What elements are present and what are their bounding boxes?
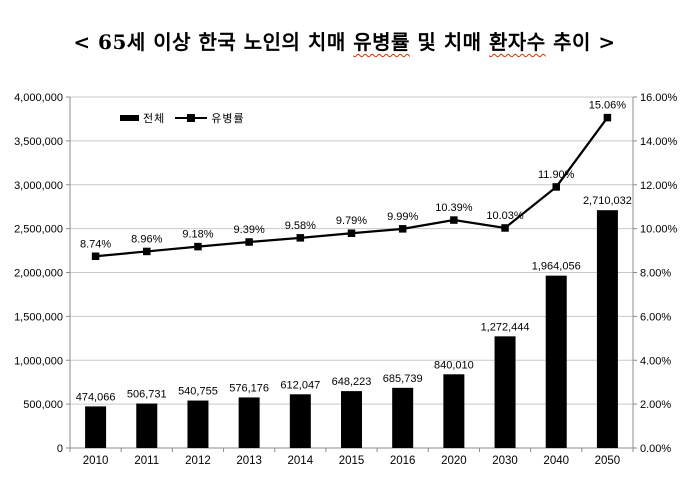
x-axis-category-label: 2030 bbox=[492, 455, 518, 467]
line-marker-2011 bbox=[143, 247, 151, 256]
bar-value-label: 474,066 bbox=[76, 391, 116, 403]
line-value-label: 10.39% bbox=[435, 202, 473, 214]
line-value-label: 15.06% bbox=[589, 100, 627, 112]
right-axis-tick-label: 6.00% bbox=[640, 311, 671, 323]
bar-2050 bbox=[596, 210, 618, 448]
x-axis-category-label: 2013 bbox=[236, 455, 262, 467]
bar-value-label: 1,964,056 bbox=[532, 261, 581, 273]
bar-2015 bbox=[341, 391, 362, 448]
x-axis-category-label: 2016 bbox=[390, 455, 416, 467]
right-axis-tick-label: 4.00% bbox=[640, 355, 671, 367]
line-marker-2014 bbox=[296, 234, 305, 242]
chart-title: < 65세 이상 한국 노인의 치매 유병률 및 치매 환자수 추이 > bbox=[0, 26, 689, 55]
bar-2011 bbox=[136, 403, 158, 448]
right-axis-tick-label: 2.00% bbox=[640, 399, 671, 411]
left-axis-tick-label: 1,500,000 bbox=[14, 311, 63, 323]
bar-2020 bbox=[443, 374, 465, 448]
right-axis-tick-label: 12.00% bbox=[640, 180, 678, 192]
left-axis-tick-label: 500,000 bbox=[23, 399, 63, 411]
bar-value-label: 576,176 bbox=[229, 382, 269, 394]
bar-value-label: 1,272,444 bbox=[481, 321, 530, 333]
legend-label-total: 전체 bbox=[143, 113, 166, 125]
line-value-label: 8.74% bbox=[80, 238, 111, 250]
bar-value-label: 2,710,032 bbox=[583, 195, 632, 207]
line-marker-swatch-icon bbox=[175, 114, 208, 123]
x-axis-category-label: 2050 bbox=[595, 455, 621, 467]
bar-value-label: 612,047 bbox=[280, 379, 320, 391]
bar-value-label: 648,223 bbox=[332, 376, 372, 388]
line-value-label: 10.03% bbox=[486, 210, 524, 222]
line-marker-2015 bbox=[347, 229, 356, 237]
bar-value-label: 540,755 bbox=[178, 386, 218, 398]
line-value-label: 9.79% bbox=[336, 215, 367, 227]
bar-2040 bbox=[545, 275, 567, 448]
left-axis-tick-label: 2,000,000 bbox=[14, 268, 63, 280]
line-value-label: 8.96% bbox=[131, 233, 162, 245]
line-marker-2050 bbox=[603, 113, 612, 122]
bar-2014 bbox=[289, 394, 311, 448]
chart-legend: 전체 유병률 bbox=[120, 110, 245, 126]
line-value-label: 9.39% bbox=[234, 224, 265, 236]
line-marker-2010 bbox=[91, 252, 100, 261]
bar-2010 bbox=[85, 406, 107, 448]
x-axis-category-label: 2010 bbox=[83, 455, 109, 467]
bar-swatch-icon bbox=[120, 115, 139, 121]
line-value-label: 9.58% bbox=[285, 220, 316, 232]
line-value-label: 9.99% bbox=[387, 211, 418, 223]
right-axis-tick-label: 0.00% bbox=[640, 443, 671, 455]
bar-value-label: 506,731 bbox=[127, 389, 167, 401]
left-axis-tick-label: 1,000,000 bbox=[14, 355, 63, 367]
left-axis-tick-label: 4,000,000 bbox=[14, 92, 63, 104]
bar-2012 bbox=[187, 400, 209, 448]
title-word-patients: 환자수 bbox=[488, 30, 546, 54]
right-axis-tick-label: 14.00% bbox=[640, 136, 678, 148]
bar-value-label: 840,010 bbox=[434, 359, 474, 371]
x-axis-category-label: 2015 bbox=[339, 455, 365, 467]
line-value-label: 9.18% bbox=[182, 229, 213, 241]
line-marker-2030 bbox=[501, 224, 509, 232]
x-axis-category-label: 2020 bbox=[441, 455, 467, 467]
x-axis-category-label: 2011 bbox=[134, 455, 159, 467]
right-axis-tick-label: 8.00% bbox=[640, 268, 671, 280]
x-axis-category-label: 2014 bbox=[288, 455, 314, 467]
left-axis-tick-label: 2,500,000 bbox=[14, 224, 63, 236]
x-axis-category-label: 2012 bbox=[185, 455, 211, 467]
legend-item-total: 전체 bbox=[120, 110, 165, 126]
title-text: < 65세 이상 한국 노인의 치매 bbox=[73, 30, 354, 54]
x-axis-category-label: 2040 bbox=[543, 455, 569, 467]
left-axis-tick-label: 3,500,000 bbox=[14, 136, 63, 148]
legend-label-rate: 유병률 bbox=[211, 113, 245, 125]
right-axis-tick-label: 10.00% bbox=[640, 224, 678, 236]
title-word-prevalence: 유병률 bbox=[353, 30, 410, 54]
line-marker-2012 bbox=[194, 242, 202, 251]
line-marker-2013 bbox=[245, 238, 253, 246]
line-marker-2020 bbox=[450, 216, 458, 224]
bar-2016 bbox=[392, 387, 414, 448]
line-value-label: 11.90% bbox=[538, 169, 575, 181]
bar-value-label: 685,739 bbox=[383, 373, 423, 385]
bar-2030 bbox=[494, 336, 516, 448]
legend-item-rate: 유병률 bbox=[175, 110, 244, 126]
line-marker-2016 bbox=[398, 225, 407, 233]
title-text: 및 치매 bbox=[409, 30, 489, 54]
right-axis-tick-label: 16.00% bbox=[640, 92, 678, 104]
left-axis-tick-label: 3,000,000 bbox=[14, 180, 63, 192]
bar-2013 bbox=[238, 397, 260, 448]
title-text: 추이 > bbox=[545, 30, 616, 54]
line-marker-2040 bbox=[552, 183, 560, 191]
left-axis-tick-label: 0 bbox=[57, 443, 63, 455]
